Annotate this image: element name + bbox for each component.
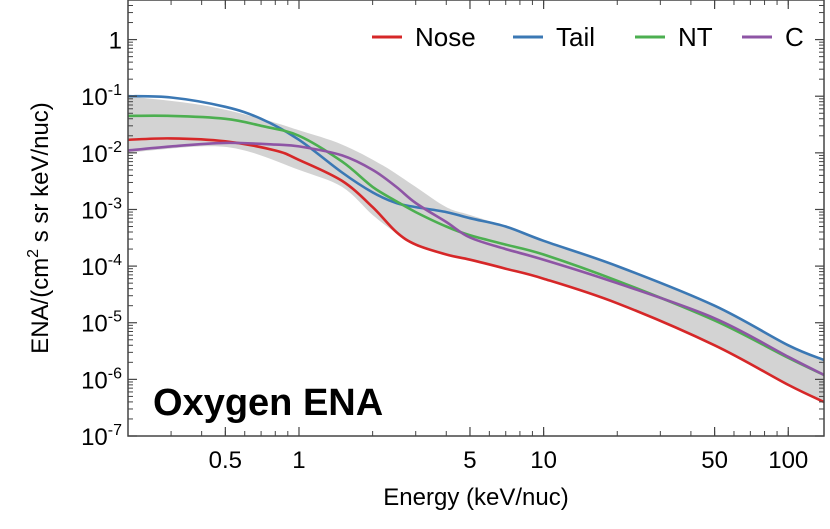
series-line-c — [128, 141, 824, 377]
y-tick-label: 1 — [109, 28, 122, 55]
y-tick-label: 10-3 — [81, 195, 122, 224]
band-area — [128, 96, 824, 402]
x-tick-label: 0.5 — [209, 447, 242, 474]
x-axis-label: Energy (keV/nuc) — [383, 484, 568, 511]
y-tick-label: 10-1 — [81, 82, 122, 111]
legend-label-c: C — [785, 22, 804, 52]
y-tick-label: 10-6 — [81, 365, 122, 394]
y-tick-label: 10-5 — [81, 309, 122, 338]
x-tick-label: 1 — [292, 447, 305, 474]
legend-label-nose: Nose — [415, 22, 476, 52]
y-tick-label: 10-4 — [81, 252, 122, 281]
x-tick-label: 5 — [463, 447, 476, 474]
annotation-label: Oxygen ENA — [153, 382, 383, 424]
legend-label-nt: NT — [678, 22, 713, 52]
x-tick-label: 50 — [701, 447, 728, 474]
uncertainty-band — [128, 96, 824, 402]
x-tick-label: 100 — [768, 447, 808, 474]
x-tick-label: 10 — [530, 447, 557, 474]
y-tick-label: 10-7 — [81, 422, 122, 451]
series-lines — [128, 94, 824, 404]
x-axis: 0.5 1 5 10 50 100 — [127, 0, 808, 474]
legend-label-tail: Tail — [556, 22, 595, 52]
y-axis: 10-7 10-6 10-5 10-4 10-3 10-2 10-1 1 — [81, 0, 824, 451]
legend: Nose Tail NT C — [372, 22, 804, 52]
y-axis-label: ENA/(cm2 s sr keV/nuc) — [25, 102, 54, 354]
series-line-nose — [128, 137, 824, 404]
y-tick-label: 10-2 — [81, 139, 122, 168]
